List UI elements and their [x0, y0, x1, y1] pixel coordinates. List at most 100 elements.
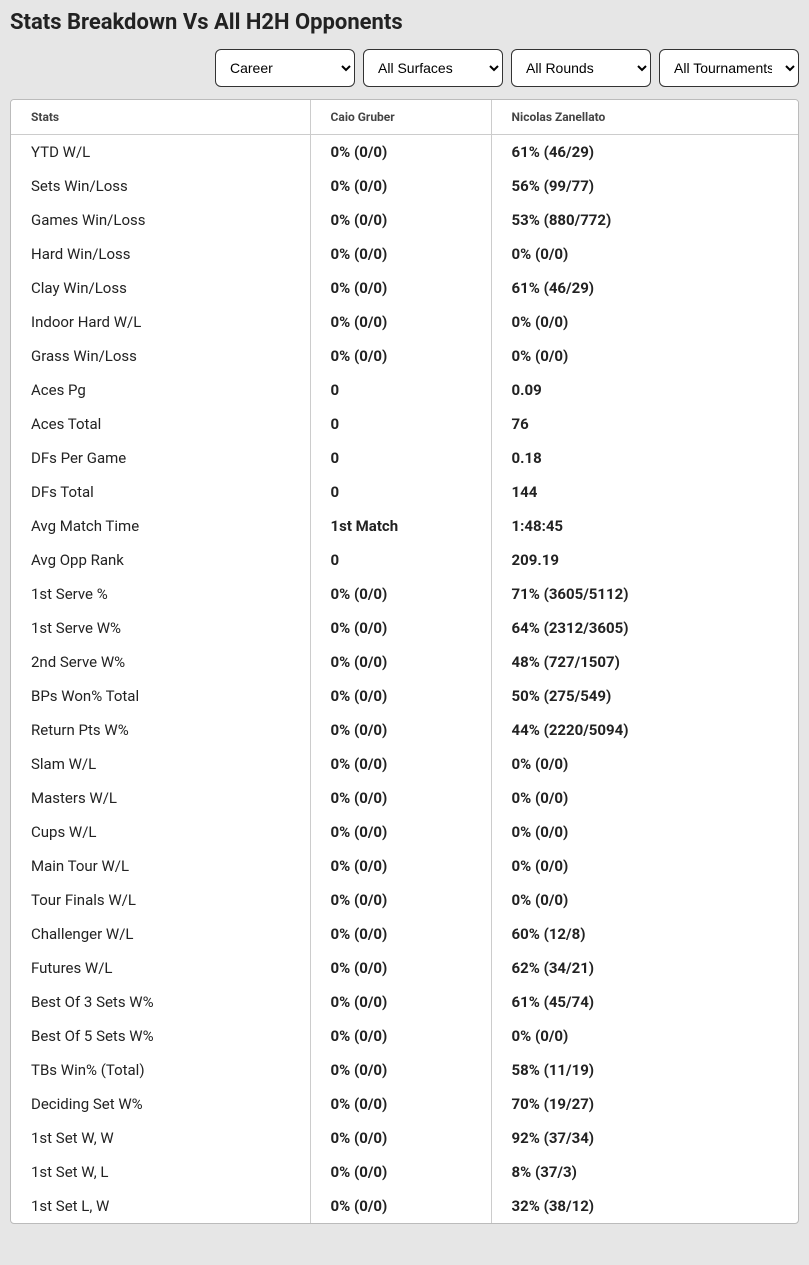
- table-row: Hard Win/Loss0% (0/0)0% (0/0): [11, 237, 798, 271]
- stat-value-p1: 0% (0/0): [310, 849, 491, 883]
- stat-label: 1st Serve %: [11, 577, 310, 611]
- stat-value-p1: 0% (0/0): [310, 815, 491, 849]
- stat-value-p2: 0% (0/0): [491, 747, 798, 781]
- stat-value-p2: 0.18: [491, 441, 798, 475]
- stat-value-p2: 61% (46/29): [491, 135, 798, 170]
- stat-value-p1: 0% (0/0): [310, 305, 491, 339]
- stat-value-p2: 0% (0/0): [491, 781, 798, 815]
- table-row: BPs Won% Total0% (0/0)50% (275/549): [11, 679, 798, 713]
- stat-value-p2: 50% (275/549): [491, 679, 798, 713]
- stat-value-p2: 0% (0/0): [491, 849, 798, 883]
- stat-label: Masters W/L: [11, 781, 310, 815]
- filters-bar: Career All Surfaces All Rounds All Tourn…: [10, 49, 799, 87]
- stat-value-p1: 0% (0/0): [310, 679, 491, 713]
- stat-value-p1: 0% (0/0): [310, 1189, 491, 1223]
- stat-value-p1: 0% (0/0): [310, 271, 491, 305]
- stat-value-p1: 0% (0/0): [310, 985, 491, 1019]
- stat-value-p1: 1st Match: [310, 509, 491, 543]
- stats-table-wrapper: Stats Caio Gruber Nicolas Zanellato YTD …: [10, 99, 799, 1224]
- stat-value-p2: 1:48:45: [491, 509, 798, 543]
- stat-value-p2: 70% (19/27): [491, 1087, 798, 1121]
- table-row: 1st Set W, W0% (0/0)92% (37/34): [11, 1121, 798, 1155]
- stat-value-p1: 0: [310, 475, 491, 509]
- surface-select[interactable]: All Surfaces: [363, 49, 503, 87]
- stat-value-p1: 0% (0/0): [310, 747, 491, 781]
- stat-label: 1st Set W, W: [11, 1121, 310, 1155]
- stat-label: 2nd Serve W%: [11, 645, 310, 679]
- table-row: 1st Set L, W0% (0/0)32% (38/12): [11, 1189, 798, 1223]
- table-row: Cups W/L0% (0/0)0% (0/0): [11, 815, 798, 849]
- stat-value-p2: 44% (2220/5094): [491, 713, 798, 747]
- stat-label: Tour Finals W/L: [11, 883, 310, 917]
- stat-value-p2: 92% (37/34): [491, 1121, 798, 1155]
- stat-value-p1: 0% (0/0): [310, 917, 491, 951]
- stat-value-p2: 0% (0/0): [491, 339, 798, 373]
- table-row: Return Pts W%0% (0/0)44% (2220/5094): [11, 713, 798, 747]
- table-row: DFs Total0144: [11, 475, 798, 509]
- stat-label: Grass Win/Loss: [11, 339, 310, 373]
- stat-label: Indoor Hard W/L: [11, 305, 310, 339]
- table-row: Sets Win/Loss0% (0/0)56% (99/77): [11, 169, 798, 203]
- stat-label: Avg Match Time: [11, 509, 310, 543]
- round-select[interactable]: All Rounds: [511, 49, 651, 87]
- header-player2: Nicolas Zanellato: [491, 100, 798, 135]
- table-row: Indoor Hard W/L0% (0/0)0% (0/0): [11, 305, 798, 339]
- table-row: Deciding Set W%0% (0/0)70% (19/27): [11, 1087, 798, 1121]
- table-row: Best Of 3 Sets W%0% (0/0)61% (45/74): [11, 985, 798, 1019]
- stat-value-p1: 0: [310, 543, 491, 577]
- table-row: Aces Total076: [11, 407, 798, 441]
- stat-value-p2: 8% (37/3): [491, 1155, 798, 1189]
- stat-value-p2: 71% (3605/5112): [491, 577, 798, 611]
- stat-label: 1st Set W, L: [11, 1155, 310, 1189]
- header-stats: Stats: [11, 100, 310, 135]
- stat-value-p1: 0% (0/0): [310, 1019, 491, 1053]
- stat-value-p1: 0: [310, 441, 491, 475]
- stat-label: Return Pts W%: [11, 713, 310, 747]
- stat-value-p2: 0% (0/0): [491, 883, 798, 917]
- table-row: Games Win/Loss0% (0/0)53% (880/772): [11, 203, 798, 237]
- stat-value-p1: 0% (0/0): [310, 203, 491, 237]
- table-row: Grass Win/Loss0% (0/0)0% (0/0): [11, 339, 798, 373]
- stat-value-p1: 0% (0/0): [310, 951, 491, 985]
- table-row: TBs Win% (Total)0% (0/0)58% (11/19): [11, 1053, 798, 1087]
- stat-label: Slam W/L: [11, 747, 310, 781]
- stat-value-p1: 0: [310, 373, 491, 407]
- stat-value-p2: 76: [491, 407, 798, 441]
- stat-value-p1: 0% (0/0): [310, 611, 491, 645]
- stat-label: Main Tour W/L: [11, 849, 310, 883]
- stat-value-p2: 53% (880/772): [491, 203, 798, 237]
- table-row: DFs Per Game00.18: [11, 441, 798, 475]
- table-row: 2nd Serve W%0% (0/0)48% (727/1507): [11, 645, 798, 679]
- stat-label: DFs Total: [11, 475, 310, 509]
- period-select[interactable]: Career: [215, 49, 355, 87]
- stat-label: Hard Win/Loss: [11, 237, 310, 271]
- table-row: Futures W/L0% (0/0)62% (34/21): [11, 951, 798, 985]
- stat-value-p2: 209.19: [491, 543, 798, 577]
- stat-label: Challenger W/L: [11, 917, 310, 951]
- stat-label: BPs Won% Total: [11, 679, 310, 713]
- stat-value-p1: 0% (0/0): [310, 135, 491, 170]
- table-row: 1st Serve W%0% (0/0)64% (2312/3605): [11, 611, 798, 645]
- stat-value-p2: 0.09: [491, 373, 798, 407]
- stat-value-p1: 0% (0/0): [310, 339, 491, 373]
- table-row: YTD W/L0% (0/0)61% (46/29): [11, 135, 798, 170]
- stat-value-p1: 0% (0/0): [310, 781, 491, 815]
- stat-value-p2: 0% (0/0): [491, 815, 798, 849]
- stat-label: Aces Pg: [11, 373, 310, 407]
- table-row: Best Of 5 Sets W%0% (0/0)0% (0/0): [11, 1019, 798, 1053]
- table-row: Aces Pg00.09: [11, 373, 798, 407]
- stat-value-p1: 0% (0/0): [310, 237, 491, 271]
- stat-label: Deciding Set W%: [11, 1087, 310, 1121]
- stat-label: Clay Win/Loss: [11, 271, 310, 305]
- stat-value-p1: 0: [310, 407, 491, 441]
- stat-value-p2: 64% (2312/3605): [491, 611, 798, 645]
- stat-value-p2: 32% (38/12): [491, 1189, 798, 1223]
- stat-value-p2: 58% (11/19): [491, 1053, 798, 1087]
- stat-label: Best Of 3 Sets W%: [11, 985, 310, 1019]
- stat-value-p2: 56% (99/77): [491, 169, 798, 203]
- stat-label: DFs Per Game: [11, 441, 310, 475]
- table-row: Masters W/L0% (0/0)0% (0/0): [11, 781, 798, 815]
- table-row: Tour Finals W/L0% (0/0)0% (0/0): [11, 883, 798, 917]
- stat-value-p1: 0% (0/0): [310, 645, 491, 679]
- tournament-select[interactable]: All Tournaments: [659, 49, 799, 87]
